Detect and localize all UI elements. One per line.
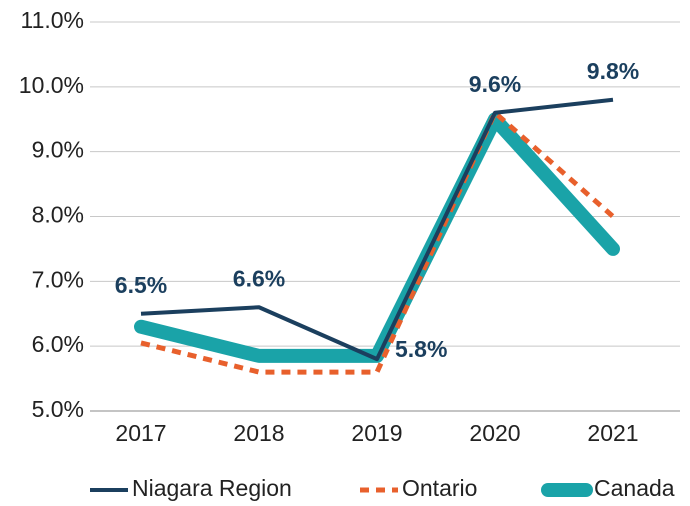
- data-label: 6.5%: [115, 272, 167, 298]
- series-line: [140, 97, 614, 362]
- y-tick-label: 6.0%: [32, 331, 84, 357]
- legend-label: Canada: [594, 475, 675, 501]
- data-label: 6.6%: [233, 265, 285, 291]
- x-tick-label: 2019: [351, 420, 402, 446]
- y-tick-label: 9.0%: [32, 137, 84, 163]
- y-tick-label: 7.0%: [32, 266, 84, 292]
- data-label: 9.8%: [587, 58, 639, 84]
- legend-label: Ontario: [402, 475, 477, 501]
- data-label: 9.6%: [469, 71, 521, 97]
- y-tick-label: 5.0%: [32, 396, 84, 422]
- y-tick-label: 10.0%: [19, 72, 84, 98]
- x-tick-label: 2017: [115, 420, 166, 446]
- x-tick-label: 2018: [233, 420, 284, 446]
- x-tick-label: 2021: [587, 420, 638, 446]
- series-line: [134, 112, 620, 363]
- y-tick-label: 11.0%: [20, 7, 84, 33]
- x-tick-label: 2020: [469, 420, 520, 446]
- series-line: [140, 110, 615, 375]
- legend-label: Niagara Region: [132, 475, 292, 501]
- data-label: 5.8%: [395, 336, 447, 362]
- y-tick-label: 8.0%: [32, 202, 84, 228]
